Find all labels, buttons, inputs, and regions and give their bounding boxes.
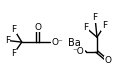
Text: F: F bbox=[83, 23, 88, 32]
Text: O⁻: O⁻ bbox=[52, 38, 64, 47]
Text: O: O bbox=[34, 23, 41, 32]
Text: F: F bbox=[11, 49, 16, 58]
Text: O: O bbox=[104, 56, 111, 65]
Text: F: F bbox=[11, 25, 16, 34]
Text: Ba: Ba bbox=[68, 38, 81, 48]
Text: F: F bbox=[5, 36, 10, 45]
Text: ⁻O: ⁻O bbox=[72, 47, 84, 56]
Text: F: F bbox=[102, 21, 107, 30]
Text: F: F bbox=[93, 13, 98, 22]
